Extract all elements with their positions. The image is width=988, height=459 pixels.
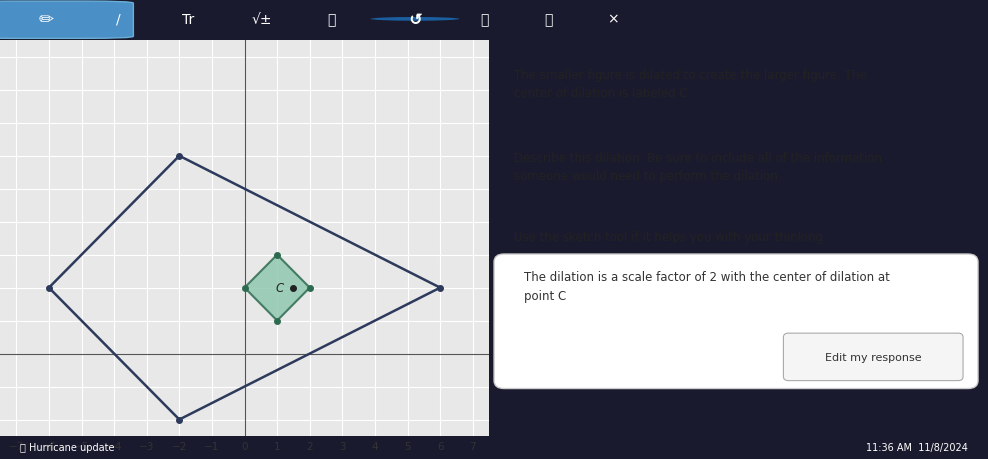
- Text: The smaller figure is dilated to create the larger figure. The
center of dilatio: The smaller figure is dilated to create …: [514, 69, 866, 100]
- Polygon shape: [244, 255, 310, 321]
- FancyBboxPatch shape: [783, 333, 963, 381]
- Text: Describe this dilation. Be sure to include all of the information
someone would : Describe this dilation. Be sure to inclu…: [514, 152, 882, 183]
- Text: 🖍: 🖍: [327, 13, 335, 27]
- Circle shape: [370, 18, 459, 22]
- FancyBboxPatch shape: [0, 2, 133, 39]
- Text: Edit my response: Edit my response: [825, 352, 922, 362]
- Text: /: /: [117, 13, 121, 27]
- Text: ✏: ✏: [39, 11, 54, 29]
- Text: ⌣: ⌣: [480, 13, 488, 27]
- Text: 🌀 Hurricane update: 🌀 Hurricane update: [20, 442, 115, 453]
- Text: ↺: ↺: [408, 11, 422, 29]
- Text: The dilation is a scale factor of 2 with the center of dilation at
point C: The dilation is a scale factor of 2 with…: [524, 270, 890, 302]
- Text: Tr: Tr: [182, 13, 194, 27]
- Text: ⌣: ⌣: [544, 13, 552, 27]
- Text: Use the sketch tool if it helps you with your thinking.: Use the sketch tool if it helps you with…: [514, 231, 827, 244]
- FancyBboxPatch shape: [494, 254, 978, 389]
- Text: ↺: ↺: [409, 13, 421, 27]
- Text: C: C: [276, 281, 284, 295]
- Text: ×: ×: [607, 13, 618, 27]
- Text: √±: √±: [252, 13, 272, 27]
- Text: 11:36 AM  11/8/2024: 11:36 AM 11/8/2024: [866, 442, 968, 453]
